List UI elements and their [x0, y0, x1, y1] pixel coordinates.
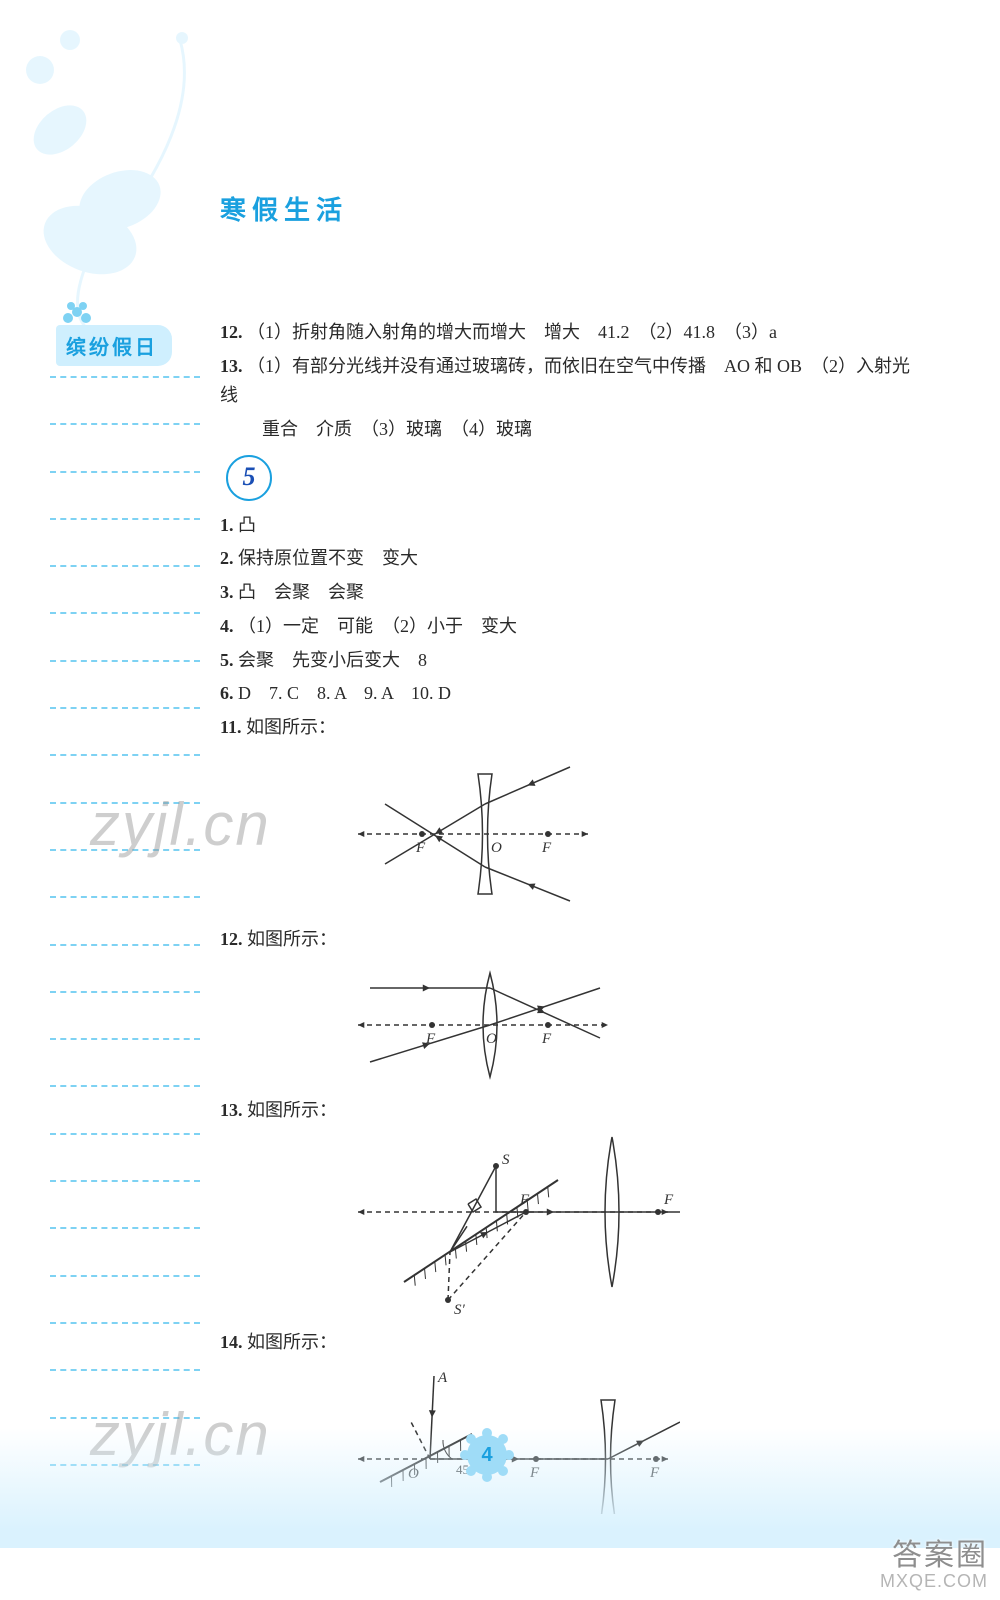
q3-label: 3.	[220, 582, 234, 602]
svg-text:A: A	[437, 1370, 448, 1386]
q14-text: 如图所示：	[247, 1332, 337, 1352]
svg-text:F: F	[529, 1465, 540, 1481]
figure-12: FFO	[340, 960, 920, 1090]
corner-credit: 答案圈 MXQE.COM	[880, 1539, 988, 1592]
sidebar-dashed-lines	[50, 376, 200, 1466]
answer-12: 12. （1）折射角随入射角的增大而增大 增大 41.2 （2）41.8 （3）…	[220, 318, 920, 348]
q12-label: 12.	[220, 322, 243, 342]
answer-13-top-line2: 重合 介质 （3）玻璃 （4）玻璃	[220, 415, 920, 445]
section-badge: 5	[226, 455, 272, 501]
q5-text: 会聚 先变小后变大 8	[238, 650, 427, 670]
svg-text:S′: S′	[454, 1302, 466, 1318]
q11-label: 11.	[220, 717, 242, 737]
q3-text: 凸 会聚 会聚	[238, 582, 364, 602]
q12b-label: 12.	[220, 929, 243, 949]
page-title: 寒假生活	[220, 190, 348, 227]
svg-text:O: O	[491, 840, 502, 856]
main-content: 12. （1）折射角随入射角的增大而增大 增大 41.2 （2）41.8 （3）…	[220, 318, 920, 1520]
answer-13-top-line1: 13. （1）有部分光线并没有通过玻璃砖，而依旧在空气中传播 AO 和 OB （…	[220, 352, 920, 411]
q13-label: 13.	[220, 1100, 243, 1120]
q2-label: 2.	[220, 548, 234, 568]
corner-decoration	[0, 0, 260, 340]
svg-text:S: S	[502, 1152, 510, 1168]
sidebar-label-text: 缤纷假日	[56, 325, 172, 366]
mc-label: 6.	[220, 683, 234, 703]
answer-13: 13. 如图所示：	[220, 1096, 920, 1126]
figure-13: FFSS′	[340, 1132, 920, 1322]
q1-text: 凸	[238, 515, 256, 535]
q13top-label: 13.	[220, 356, 243, 376]
figure-14: FFAO45°	[340, 1364, 920, 1514]
answer-4: 4. （1）一定 可能 （2）小于 变大	[220, 612, 920, 642]
mc-text: D 7. C 8. A 9. A 10. D	[238, 683, 451, 703]
svg-text:F: F	[649, 1465, 660, 1481]
q1-label: 1.	[220, 515, 234, 535]
answer-11: 11. 如图所示：	[220, 713, 920, 743]
q5-label: 5.	[220, 650, 234, 670]
answer-14: 14. 如图所示：	[220, 1328, 920, 1358]
answer-3: 3. 凸 会聚 会聚	[220, 578, 920, 608]
svg-text:F: F	[541, 1031, 552, 1047]
svg-text:F: F	[663, 1192, 674, 1208]
sidebar-label: 缤纷假日	[56, 325, 172, 366]
q2-text: 保持原位置不变 变大	[238, 548, 418, 568]
page-number: 4	[460, 1428, 514, 1482]
answer-1: 1. 凸	[220, 511, 920, 541]
q13-text: 如图所示：	[247, 1100, 337, 1120]
answer-2: 2. 保持原位置不变 变大	[220, 544, 920, 574]
q11-text: 如图所示：	[246, 717, 336, 737]
q4-text: （1）一定 可能 （2）小于 变大	[238, 616, 517, 636]
credit-line1: 答案圈	[880, 1539, 988, 1572]
q4-label: 4.	[220, 616, 234, 636]
q12-text: （1）折射角随入射角的增大而增大 增大 41.2 （2）41.8 （3）a	[247, 322, 777, 342]
svg-text:O: O	[486, 1031, 497, 1047]
q14-label: 14.	[220, 1332, 243, 1352]
figure-11: FFO	[340, 749, 920, 919]
svg-text:O: O	[408, 1466, 419, 1482]
svg-text:F: F	[541, 840, 552, 856]
answer-5: 5. 会聚 先变小后变大 8	[220, 646, 920, 676]
q12b-text: 如图所示：	[247, 929, 337, 949]
answer-12b: 12. 如图所示：	[220, 925, 920, 955]
answer-mc: 6. D 7. C 8. A 9. A 10. D	[220, 679, 920, 709]
credit-line2: MXQE.COM	[880, 1572, 988, 1592]
q13top-text1: （1）有部分光线并没有通过玻璃砖，而依旧在空气中传播 AO 和 OB （2）入射…	[220, 356, 910, 406]
page-number-text: 4	[481, 1444, 492, 1467]
